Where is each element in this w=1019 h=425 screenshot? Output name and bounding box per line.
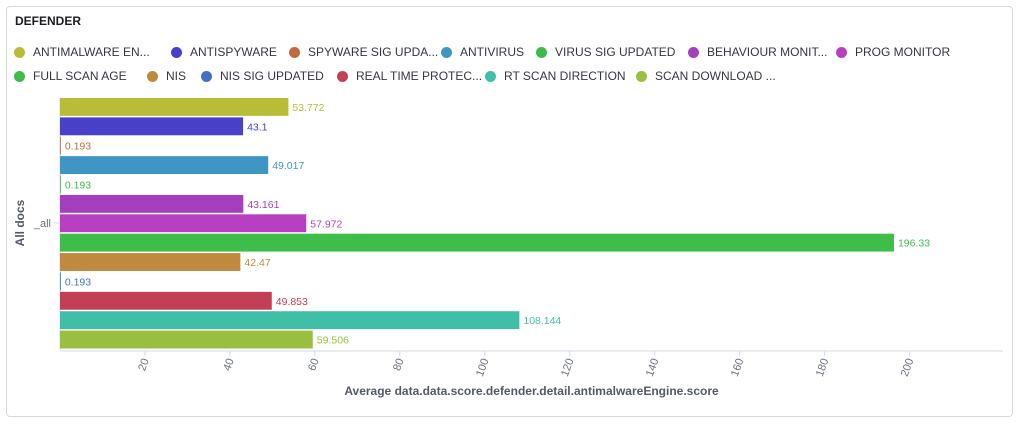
legend-item[interactable]: ANTIVIRUS (441, 45, 524, 59)
legend-label: ANTISPYWARE (190, 45, 277, 59)
legend-dot-icon (14, 70, 25, 82)
legend-item[interactable]: BEHAVIOUR MONIT... (688, 45, 827, 59)
bar-value-label: 49.017 (272, 160, 304, 172)
x-tick-label: 140 (644, 357, 662, 378)
legend-dot-icon (201, 70, 212, 82)
legend-dot-icon (485, 70, 496, 82)
legend-dot-icon (14, 46, 25, 58)
y-axis-title: All docs (13, 199, 27, 246)
bar (60, 175, 61, 194)
bar-value-label: 0.193 (65, 141, 91, 153)
bar (60, 194, 244, 213)
legend-dot-icon (636, 70, 647, 82)
bar (60, 233, 894, 252)
legend-dot-icon (171, 46, 182, 58)
legend-label: FULL SCAN AGE (33, 69, 127, 83)
x-tick-label: 200 (899, 357, 917, 378)
legend-item[interactable]: ANTIMALWARE EN... (14, 45, 150, 59)
legend-label: REAL TIME PROTEC... (356, 69, 483, 83)
legend-item[interactable]: VIRUS SIG UPDATED (536, 45, 675, 59)
x-tick-label: 100 (474, 357, 492, 378)
bar (60, 98, 289, 116)
legend-label: ANTIVIRUS (460, 45, 525, 59)
legend-label: SCAN DOWNLOAD ... (655, 69, 776, 83)
legend-item[interactable]: SPYWARE SIG UPDA... (289, 45, 438, 59)
bar-value-label: 108.144 (523, 315, 561, 327)
bar-value-label: 0.193 (65, 276, 91, 288)
bar (60, 291, 272, 310)
bar-value-label: 196.33 (898, 238, 930, 250)
legend-dot-icon (441, 46, 452, 58)
legend-label: RT SCAN DIRECTION (504, 69, 626, 83)
bar (60, 156, 269, 175)
legend-item[interactable]: NIS (147, 69, 186, 83)
x-tick-label: 40 (221, 357, 236, 373)
x-axis-title: Average data.data.score.defender.detail.… (344, 384, 719, 398)
bar (60, 311, 520, 330)
bar (60, 214, 307, 233)
legend-item[interactable]: REAL TIME PROTEC... (337, 69, 482, 83)
legend-dot-icon (289, 46, 300, 58)
legend-label: VIRUS SIG UPDATED (555, 45, 676, 59)
legend-item[interactable]: RT SCAN DIRECTION (485, 69, 626, 83)
bar-value-label: 43.161 (247, 199, 279, 211)
legend-dot-icon (688, 46, 699, 58)
x-tick-label: 20 (136, 357, 151, 373)
legend-label: ANTIMALWARE EN... (33, 45, 150, 59)
legend-label: SPYWARE SIG UPDA... (308, 45, 439, 59)
x-tick-label: 60 (306, 357, 321, 373)
bar (60, 330, 313, 349)
legend-label: BEHAVIOUR MONIT... (707, 45, 828, 59)
bar-value-label: 43.1 (247, 121, 268, 133)
legend-dot-icon (536, 46, 547, 58)
bar-value-label: 0.193 (65, 179, 91, 191)
legend-dot-icon (337, 70, 348, 82)
bar-value-label: 42.47 (244, 257, 270, 269)
bar-value-label: 57.972 (310, 218, 342, 230)
x-tick-label: 160 (729, 357, 747, 378)
legend-item[interactable]: NIS SIG UPDATED (201, 69, 324, 83)
legend-label: NIS SIG UPDATED (220, 69, 324, 83)
bar-value-label: 59.506 (317, 335, 349, 347)
x-tick-label: 120 (559, 357, 577, 378)
bar-value-label: 49.853 (276, 296, 308, 308)
panel-title: DEFENDER (15, 14, 82, 28)
legend-item[interactable]: ANTISPYWARE (171, 45, 277, 59)
x-tick-label: 180 (814, 357, 832, 378)
x-tick-label: 80 (391, 357, 406, 373)
bar-value-label: 53.772 (292, 102, 324, 114)
legend-label: NIS (166, 69, 187, 83)
bar (60, 136, 61, 155)
legend-item[interactable]: PROG MONITOR (836, 45, 950, 59)
legend-item[interactable]: SCAN DOWNLOAD ... (636, 69, 776, 83)
bar (60, 272, 61, 291)
y-tick-label: _all (33, 218, 51, 230)
legend-label: PROG MONITOR (855, 45, 951, 59)
legend-dot-icon (836, 46, 847, 58)
legend-dot-icon (147, 70, 158, 82)
legend-item[interactable]: FULL SCAN AGE (14, 69, 127, 83)
bar (60, 117, 244, 136)
bar (60, 253, 241, 271)
